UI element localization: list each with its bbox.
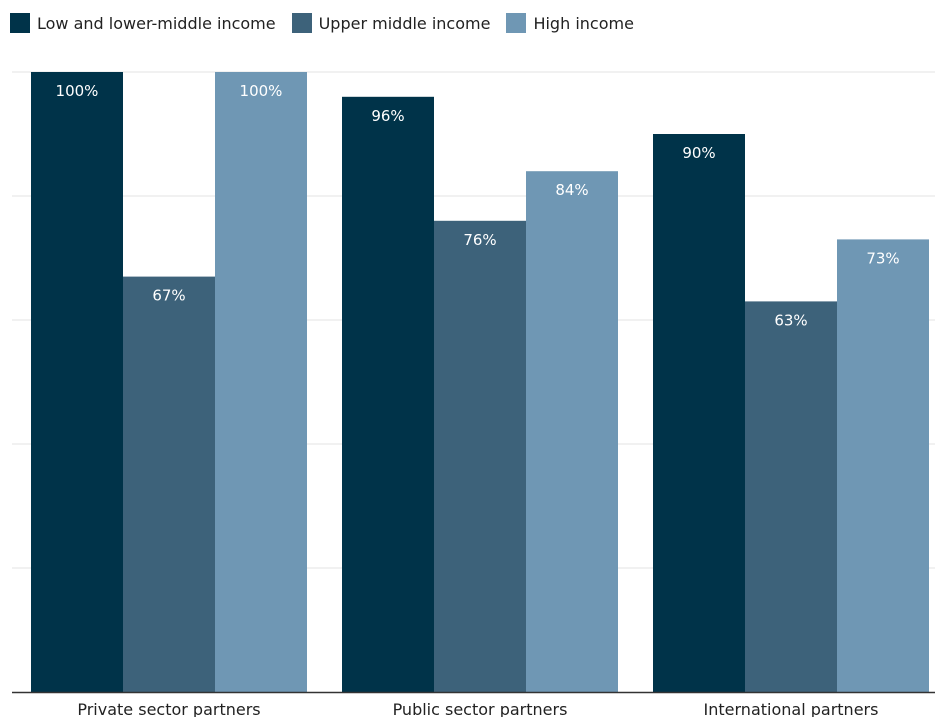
data-label-high-income-public-sector-partners: 84%	[555, 181, 588, 199]
bar-high-income-private-sector-partners	[215, 72, 307, 692]
bar-low-and-lower-middle-income-international-partners	[653, 134, 745, 692]
data-label-upper-middle-income-international-partners: 63%	[774, 311, 807, 329]
data-label-low-and-lower-middle-income-public-sector-partners: 96%	[371, 107, 404, 125]
data-label-low-and-lower-middle-income-private-sector-partners: 100%	[56, 82, 99, 100]
x-tick-label-public-sector-partners: Public sector partners	[393, 700, 568, 717]
data-label-upper-middle-income-private-sector-partners: 67%	[152, 287, 185, 305]
bar-low-and-lower-middle-income-public-sector-partners	[342, 96, 434, 693]
bar-upper-middle-income-public-sector-partners	[434, 220, 526, 693]
bar-upper-middle-income-international-partners	[745, 301, 837, 692]
x-tick-label-international-partners: International partners	[704, 700, 879, 717]
legend-label-upper-middle-income: Upper middle income	[318, 13, 491, 33]
bar-high-income-public-sector-partners	[526, 171, 618, 692]
x-tick-label-private-sector-partners: Private sector partners	[77, 700, 260, 717]
legend-item-low-income: Low and lower-middle income	[10, 13, 276, 33]
legend-label-low-income: Low and lower-middle income	[37, 13, 276, 33]
legend-swatch-low-income	[10, 13, 30, 33]
data-label-high-income-private-sector-partners: 100%	[240, 82, 283, 100]
chart-legend: Low and lower-middle income Upper middle…	[10, 10, 650, 36]
legend-swatch-upper-middle-income	[291, 13, 312, 33]
legend-item-upper-middle-income: Upper middle income	[291, 13, 491, 33]
legend-label-high-income: High income	[533, 13, 634, 33]
bar-upper-middle-income-private-sector-partners	[123, 276, 215, 692]
data-label-upper-middle-income-public-sector-partners: 76%	[463, 231, 496, 249]
legend-item-high-income: High income	[506, 13, 634, 33]
data-label-low-and-lower-middle-income-international-partners: 90%	[682, 144, 715, 162]
bar-high-income-international-partners	[837, 239, 929, 692]
bar-low-and-lower-middle-income-private-sector-partners	[31, 72, 123, 692]
data-label-high-income-international-partners: 73%	[866, 249, 899, 267]
legend-swatch-high-income	[506, 13, 527, 33]
